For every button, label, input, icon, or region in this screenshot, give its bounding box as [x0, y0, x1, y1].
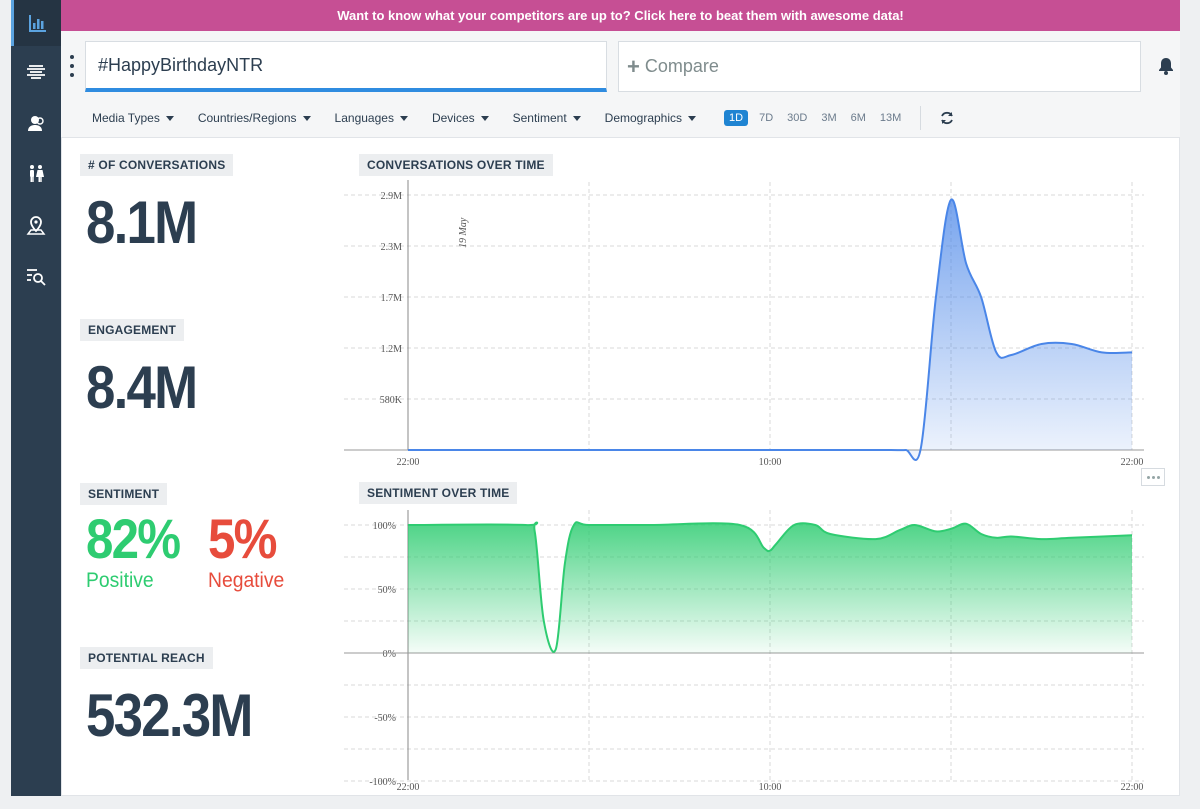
- sentiment-area: [408, 522, 1132, 653]
- caret-down-icon: [572, 115, 581, 121]
- y-tick-label: 1.7M: [381, 293, 403, 304]
- search-bar-row: #HappyBirthdayNTR + Compare: [61, 31, 1180, 99]
- reach-label: POTENTIAL REACH: [80, 647, 213, 669]
- compare-input[interactable]: + Compare: [618, 41, 1141, 92]
- sentiment-line: [407, 521, 1133, 653]
- positive-percent: 82%: [86, 507, 181, 570]
- filter-label: Countries/Regions: [197, 111, 297, 125]
- y-tick-label: 2.9M: [381, 191, 403, 202]
- range-13m[interactable]: 13M: [879, 112, 902, 124]
- caret-down-icon: [480, 115, 489, 121]
- engagement-value: 8.4M: [86, 354, 198, 421]
- more-options-icon[interactable]: [68, 55, 76, 77]
- promo-banner-text: Want to know what your competitors are u…: [337, 8, 904, 23]
- caret-down-icon: [688, 115, 697, 121]
- users-icon: [28, 116, 44, 131]
- y-tick-label: 2.3M: [381, 242, 403, 253]
- conversations-chart-title: CONVERSATIONS OVER TIME: [359, 154, 553, 176]
- promo-banner[interactable]: Want to know what your competitors are u…: [61, 0, 1180, 31]
- conversations-line: [408, 198, 1133, 461]
- y-tick-label: 580K: [380, 395, 403, 406]
- query-text: #HappyBirthdayNTR: [98, 54, 264, 75]
- range-6m[interactable]: 6M: [850, 112, 866, 124]
- more-options-button[interactable]: [1141, 468, 1165, 486]
- x-tick-label: 10:00: [759, 782, 782, 793]
- filter-media-types[interactable]: Media Types: [92, 111, 174, 125]
- conversations-value: 8.1M: [86, 189, 198, 256]
- y-tick-label: 1.2M: [381, 344, 403, 355]
- filter-label: Demographics: [604, 111, 683, 125]
- time-range-selector: 1D 7D 30D 3M 6M 13M: [724, 110, 912, 126]
- compare-placeholder: Compare: [644, 56, 719, 76]
- refresh-icon[interactable]: [939, 110, 955, 126]
- filter-label: Media Types: [92, 111, 160, 125]
- engagement-label: ENGAGEMENT: [80, 319, 185, 341]
- wave-lines-icon: [27, 65, 45, 79]
- plus-icon: +: [627, 53, 640, 79]
- x-tick-label: 22:00: [397, 457, 420, 468]
- list-search-icon: [27, 269, 46, 286]
- sidebar-item-locations[interactable]: [11, 203, 61, 249]
- filter-label: Devices: [431, 111, 475, 125]
- filter-languages[interactable]: Languages: [335, 111, 408, 125]
- dashboard-panel: # OF CONVERSATIONS 8.1M ENGAGEMENT 8.4M …: [61, 137, 1180, 796]
- x-tick-label: 22:00: [1121, 782, 1144, 793]
- filter-countries-regions[interactable]: Countries/Regions: [198, 111, 311, 125]
- y-tick-label: 0%: [383, 649, 396, 660]
- range-7d[interactable]: 7D: [759, 112, 774, 124]
- sentiment-label: SENTIMENT: [80, 483, 168, 505]
- caret-down-icon: [302, 115, 311, 121]
- x-tick-label: 22:00: [1121, 457, 1144, 468]
- reach-value: 532.3M: [86, 682, 253, 749]
- filter-bar: Media Types Countries/Regions Languages …: [61, 99, 1180, 137]
- conversations-area: [408, 199, 1132, 461]
- y-tick-label: -100%: [369, 777, 396, 788]
- sidebar-item-dashboard[interactable]: [11, 0, 61, 46]
- sentiment-chart: -100% -50% 0% 50% 100% 22:00 10:00 22:00: [344, 510, 1144, 793]
- x-tick-label: 22:00: [397, 782, 420, 793]
- positive-label: Positive: [86, 569, 154, 592]
- sidebar: [11, 0, 61, 796]
- y-tick-label: 50%: [378, 585, 396, 596]
- negative-label: Negative: [208, 569, 285, 592]
- filter-demographics[interactable]: Demographics: [604, 111, 697, 125]
- caret-down-icon: [399, 115, 408, 121]
- divider: [920, 106, 922, 130]
- filter-label: Languages: [334, 111, 394, 125]
- filter-label: Sentiment: [512, 111, 567, 125]
- sidebar-item-influencers[interactable]: [11, 100, 61, 146]
- x-tick-label: 10:00: [759, 457, 782, 468]
- negative-percent: 5%: [208, 507, 277, 570]
- y-tick-label: 100%: [373, 521, 396, 532]
- people-icon: [30, 165, 44, 182]
- caret-down-icon: [165, 115, 174, 121]
- bell-icon[interactable]: [1155, 55, 1177, 77]
- sidebar-item-search-list[interactable]: [11, 253, 61, 299]
- sentiment-chart-title: SENTIMENT OVER TIME: [359, 482, 518, 504]
- range-1d[interactable]: 1D: [724, 110, 749, 126]
- conversations-label: # OF CONVERSATIONS: [80, 154, 234, 176]
- query-input[interactable]: #HappyBirthdayNTR: [85, 41, 607, 92]
- sidebar-item-streams[interactable]: [11, 48, 61, 94]
- map-pin-icon: [26, 216, 46, 235]
- conversations-chart: 580K 1.2M 1.7M 2.3M 2.9M 19 May 22:00 10:00 22:0…: [344, 180, 1144, 468]
- sidebar-item-demographics[interactable]: [11, 151, 61, 197]
- filter-sentiment[interactable]: Sentiment: [513, 111, 581, 125]
- filter-devices[interactable]: Devices: [432, 111, 489, 125]
- date-annotation: 19 May: [458, 217, 469, 248]
- range-3m[interactable]: 3M: [821, 112, 837, 124]
- bar-chart-icon: [28, 15, 46, 32]
- y-tick-label: -50%: [374, 713, 396, 724]
- range-30d[interactable]: 30D: [787, 112, 808, 124]
